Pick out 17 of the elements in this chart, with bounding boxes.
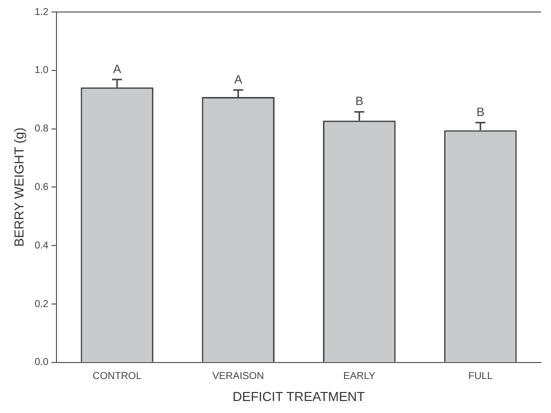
y-tick-label: 0.0 [34,357,49,368]
x-tick-label: FULL [468,371,494,382]
y-tick-label: 0.4 [34,240,49,252]
annotation: B [476,104,484,119]
x-tick-label: EARLY [343,371,376,382]
annotation: B [355,94,364,108]
x-tick-label: CONTROL [92,371,142,382]
annotation: A [234,72,242,86]
y-tick-label: 0.8 [34,124,49,135]
annotation: A [113,62,122,76]
y-tick-label: 0.2 [34,298,49,310]
y-tick-label: 1.0 [34,65,49,76]
x-tick-label: VERAISON [212,371,264,382]
y-tick-label: 1.2 [34,6,49,18]
x-axis-title: DEFICIT TREATMENT [232,388,365,404]
y-axis-title: BERRY WEIGHT (g) [11,128,26,247]
y-tick-label: 0.6 [34,182,49,193]
